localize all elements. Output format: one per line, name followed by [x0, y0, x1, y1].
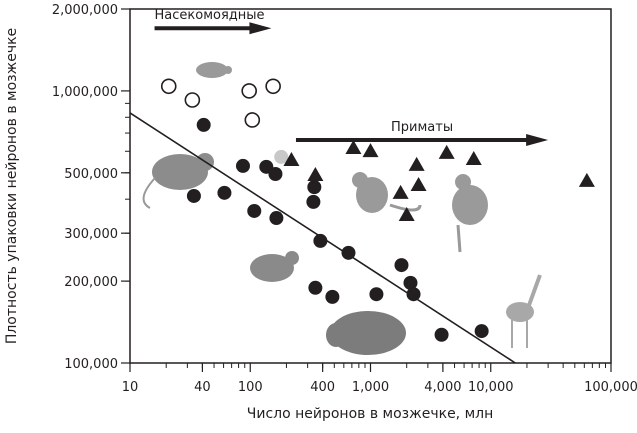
- gray-circle-point: [274, 149, 289, 164]
- primate-triangle-point: [307, 166, 324, 181]
- insectivore-open-point: [160, 78, 177, 95]
- primate-triangle-point: [283, 152, 300, 167]
- insectivore-open-point: [244, 112, 261, 128]
- x-tick-label: 1,000: [352, 380, 389, 395]
- x-tick-label: 100,000: [584, 380, 637, 395]
- shrew-illustration: [196, 62, 232, 78]
- filled-circle-point: [247, 203, 262, 218]
- y-axis: 100,000 200,000 300,000 500,000 1,000,000 2,0…: [52, 3, 130, 372]
- giraffe-illustration: [506, 274, 542, 348]
- annotation-label: Насекомоядные: [155, 8, 265, 23]
- filled-circle-point: [369, 287, 384, 302]
- animal-illustrations: [142, 62, 542, 355]
- primate-triangle-point: [465, 151, 482, 166]
- marmoset-illustration: [352, 172, 422, 213]
- filled-circle-point: [306, 194, 321, 209]
- x-axis: 10 40 100 400 1,000 4,000 10,000 100,000: [122, 363, 637, 395]
- x-tick-label: 4,000: [424, 380, 461, 395]
- y-tick-label: 200,000: [64, 275, 118, 290]
- filled-circle-point: [268, 167, 283, 182]
- filled-circle-point: [394, 258, 409, 273]
- y-tick-label: 2,000,000: [52, 3, 118, 18]
- data-points: [160, 78, 595, 342]
- filled-circle-point: [341, 245, 356, 260]
- insectivore-open-point: [184, 92, 201, 108]
- filled-circle-point: [308, 280, 323, 295]
- annotation-arrow-head: [526, 134, 549, 147]
- primate-triangle-point: [408, 156, 425, 171]
- primate-triangle-point: [398, 206, 415, 221]
- primate-triangle-point: [410, 177, 427, 192]
- y-tick-label: 1,000,000: [52, 85, 118, 100]
- y-tick-label: 100,000: [64, 357, 118, 372]
- x-axis-label: Число нейронов в мозжечке, млн: [247, 406, 494, 422]
- filled-circle-point: [186, 188, 201, 203]
- insectivore-open-point: [265, 78, 281, 95]
- filled-circle-point: [434, 327, 449, 342]
- filled-circle-point: [313, 233, 328, 248]
- filled-circle-point: [269, 211, 284, 226]
- filled-circle-point: [217, 185, 232, 200]
- x-tick-label: 10: [122, 380, 139, 395]
- filled-circle-point: [403, 275, 418, 290]
- x-tick-label: 100: [238, 380, 263, 395]
- filled-circle-point: [307, 180, 322, 195]
- filled-circle-point: [196, 117, 211, 132]
- y-tick-label: 300,000: [64, 227, 118, 242]
- primate-triangle-point: [578, 172, 595, 187]
- primate-triangle-point: [345, 139, 362, 154]
- primate-triangle-point: [362, 143, 379, 158]
- annotations: Насекомоядные Приматы: [154, 8, 549, 147]
- primate-triangle-point: [392, 184, 409, 199]
- insectivore-open-point: [241, 83, 257, 99]
- y-tick-label: 500,000: [64, 167, 118, 182]
- annotation-arrow-head: [249, 22, 272, 35]
- y-axis-label: Плотность упаковки нейронов в мозжечке: [4, 28, 20, 344]
- x-tick-label: 400: [310, 380, 335, 395]
- x-tick-label: 40: [194, 380, 211, 395]
- filled-circle-point: [406, 287, 421, 302]
- filled-circle-point: [325, 289, 340, 304]
- filled-circle-point: [474, 324, 489, 339]
- annotation-label: Приматы: [391, 120, 453, 135]
- primate-triangle-point: [438, 144, 455, 159]
- macaque-illustration: [452, 174, 488, 253]
- agouti-illustration: [250, 251, 299, 282]
- filled-circle-point: [235, 158, 250, 173]
- x-tick-label: 10,000: [468, 380, 514, 395]
- capybara-illustration: [326, 311, 406, 355]
